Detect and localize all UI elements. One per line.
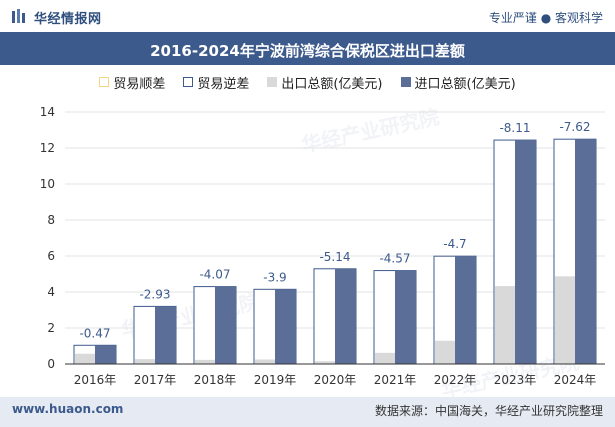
import-bar: [215, 286, 236, 364]
legend-label-export: 出口总额(亿美元): [281, 76, 383, 92]
footer-bar: [0, 397, 615, 427]
y-tick-label: 14: [40, 105, 55, 119]
y-tick-label: 4: [47, 285, 55, 299]
import-bar: [335, 268, 356, 364]
x-tick-label: 2018年: [194, 373, 237, 387]
x-tick-label: 2021年: [374, 373, 417, 387]
x-tick-label: 2019年: [254, 373, 297, 387]
import-bar: [95, 345, 116, 364]
title-bar: [0, 32, 615, 65]
bar-chart: 0 2 4 6 8 10 12 14 -0.47 2016年 -2.93 2017年 -4.07 2018…: [40, 105, 605, 387]
import-bar: [275, 289, 296, 364]
export-bar: [315, 361, 335, 364]
legend-swatch-import: [400, 77, 411, 87]
x-tick-label: 2020年: [314, 373, 357, 387]
y-tick-label: 8: [47, 213, 55, 227]
chart-title: 2016-2024年宁波前湾综合保税区进出口差额: [150, 42, 465, 60]
data-label: -4.07: [199, 268, 230, 282]
y-tick-label: 0: [47, 357, 55, 371]
y-tick-label: 10: [40, 177, 55, 191]
legend-label-import: 进口总额(亿美元): [414, 76, 516, 92]
logo-icon: [12, 9, 25, 23]
legend-item-import: 进口总额(亿美元): [400, 73, 516, 92]
legend-item-deficit: 贸易逆差: [183, 73, 249, 92]
footer-website: www.huaon.com: [12, 402, 124, 416]
y-tick-label: 12: [40, 141, 55, 155]
x-tick-label: 2022年: [434, 373, 477, 387]
import-bar: [515, 140, 536, 364]
legend-item-surplus: 贸易顺差: [99, 73, 165, 92]
legend-swatch-surplus: [99, 77, 110, 87]
export-bar: [375, 352, 395, 364]
legend-label-deficit: 贸易逆差: [197, 76, 250, 92]
footer-source: 数据来源：中国海关，华经产业研究院整理: [374, 404, 603, 418]
data-label: -4.7: [443, 237, 466, 251]
brand-name: 华经情报网: [34, 12, 102, 27]
x-tick-label: 2017年: [134, 373, 177, 387]
import-bar: [455, 256, 476, 364]
data-label: -0.47: [79, 326, 110, 340]
legend-item-export: 出口总额(亿美元): [267, 73, 383, 92]
chart-area: 0 2 4 6 8 10 12 14 -0.47 2016年 -2.93 2017年 -4.07 2018…: [0, 92, 615, 397]
export-bar: [195, 359, 215, 364]
x-tick-label: 2024年: [554, 373, 597, 387]
export-bar: [135, 359, 155, 364]
export-bar: [255, 359, 275, 364]
top-bar: 华经情报网 专业严谨 ● 客观科学: [0, 0, 615, 32]
export-bar: [75, 353, 95, 364]
data-label: -3.9: [263, 270, 286, 284]
x-tick-label: 2023年: [494, 373, 537, 387]
data-label: -4.57: [379, 252, 410, 266]
export-bar: [555, 276, 575, 364]
legend-swatch-export: [267, 77, 278, 87]
data-label: -8.11: [499, 121, 530, 135]
legend-swatch-deficit: [183, 77, 194, 87]
legend-label-surplus: 贸易顺差: [113, 76, 166, 92]
export-bar: [495, 286, 515, 364]
chart-legend: 贸易顺差 贸易逆差 出口总额(亿美元) 进口总额(亿美元): [0, 72, 615, 92]
data-label: -7.62: [559, 120, 590, 134]
data-label: -5.14: [319, 250, 350, 264]
data-label: -2.93: [139, 287, 170, 301]
export-bar: [435, 340, 455, 364]
import-bar: [155, 306, 176, 364]
y-tick-label: 2: [47, 321, 55, 335]
y-tick-label: 6: [47, 249, 55, 263]
brand-tagline: 专业严谨 ● 客观科学: [488, 11, 603, 25]
import-bar: [395, 270, 416, 364]
import-bar: [575, 139, 596, 364]
x-tick-label: 2016年: [74, 373, 117, 387]
